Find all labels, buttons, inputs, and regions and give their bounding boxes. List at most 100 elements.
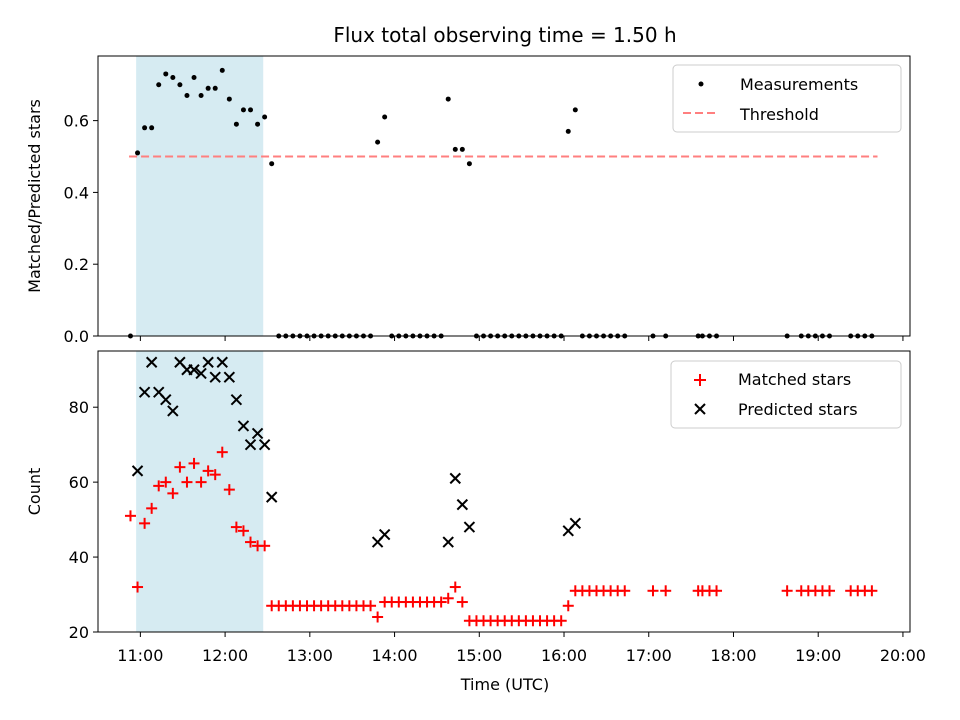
matched-point [562, 600, 574, 612]
measurement-point [226, 96, 232, 102]
y-tick-label: 40 [69, 548, 89, 567]
legend-predicted-label: Predicted stars [738, 400, 858, 419]
matched-point [132, 581, 144, 593]
matched-point [372, 611, 384, 623]
predicted-point [265, 491, 278, 503]
predicted-point [258, 438, 271, 451]
predicted-point [244, 438, 257, 451]
measurement-point [382, 114, 388, 120]
matched-point [555, 615, 567, 627]
measurement-point [219, 67, 225, 73]
measurement-point [142, 125, 148, 131]
matched-point [146, 502, 158, 514]
legend-threshold-label: Threshold [739, 105, 819, 124]
y-tick-label: 0.2 [64, 255, 89, 274]
predicted-point [251, 427, 264, 440]
measurement-point [212, 85, 218, 91]
x-tick-label: 16:00 [541, 646, 587, 665]
matched-point [188, 457, 200, 469]
shaded-interval [136, 56, 264, 336]
x-tick-label: 11:00 [117, 646, 163, 665]
measurement-point [177, 82, 183, 88]
y-tick-label: 80 [69, 398, 89, 417]
matched-point [174, 461, 186, 473]
legend-measurements-marker [698, 81, 704, 87]
legend-ratio: Measurements Threshold [672, 64, 902, 133]
matched-point [259, 540, 271, 552]
matched-point [456, 596, 468, 608]
matched-point [230, 521, 242, 533]
panel-counts: 20 40 60 80 11:00 12:00 13:00 14:00 15:00 16:00 17… [25, 350, 926, 665]
matched-point [824, 585, 836, 597]
matched-point [216, 446, 228, 458]
measurement-point [184, 92, 190, 98]
predicted-point [223, 371, 236, 383]
matched-point [139, 517, 151, 529]
measurement-point [269, 161, 275, 167]
x-tick-label: 18:00 [710, 646, 756, 665]
plot-frame [97, 350, 911, 633]
predicted-point [138, 386, 151, 398]
matched-point [781, 585, 793, 597]
predicted-point [145, 356, 158, 368]
x-tick-label: 13:00 [287, 646, 333, 665]
y-tick-label: 0.6 [64, 112, 89, 131]
predicted-point [456, 498, 469, 511]
matched-point [237, 525, 249, 537]
x-tick-label: 15:00 [456, 646, 502, 665]
measurement-point [572, 107, 578, 113]
measurement-point [248, 107, 254, 113]
figure-title: Flux total observing time = 1.50 h [333, 23, 676, 47]
predicted-point [569, 517, 582, 530]
measurement-point [459, 146, 465, 152]
measurement-point [149, 125, 155, 131]
matched-point [619, 585, 631, 597]
y-tick-label: 0.4 [64, 183, 89, 202]
legend-measurements-label: Measurements [740, 75, 858, 94]
matched-point [365, 600, 377, 612]
matched-point [223, 484, 235, 496]
matched-point [866, 585, 878, 597]
x-tick-label: 19:00 [795, 646, 841, 665]
predicted-point [230, 393, 243, 406]
predicted-point [442, 536, 454, 548]
predicted-point [160, 393, 172, 406]
predicted-point [202, 356, 214, 368]
measurement-point [445, 96, 451, 102]
matched-point [202, 465, 214, 477]
measurement-point [233, 121, 239, 127]
y-axis-label: Matched/Predicted stars [25, 99, 44, 293]
y-tick-label: 20 [69, 623, 89, 642]
measurement-point [170, 75, 176, 81]
matched-point [160, 476, 172, 488]
y-axis-label: Count [25, 468, 44, 516]
matched-point [245, 536, 257, 548]
predicted-point [209, 371, 221, 383]
shaded-interval [136, 351, 264, 632]
predicted-point [237, 420, 250, 432]
panel-ratio: 0.0 0.2 0.4 0.6 Matched/Predicted stars [25, 55, 911, 346]
matched-point [711, 585, 723, 597]
matched-point [209, 469, 221, 481]
matched-point [442, 592, 454, 604]
measurement-point [205, 85, 211, 91]
measurement-point [191, 75, 197, 81]
measurement-point [198, 92, 204, 98]
measurement-point [452, 146, 458, 152]
predicted-point [216, 356, 228, 368]
predicted-point [463, 521, 476, 533]
predicted-point [188, 364, 200, 376]
matched-point [167, 487, 179, 499]
legend-counts: Matched stars Predicted stars [670, 360, 902, 429]
legend-matched-marker [694, 374, 706, 386]
x-tick-label: 14:00 [372, 646, 418, 665]
matched-point [660, 585, 672, 597]
matched-point [153, 480, 165, 492]
measurement-point [156, 82, 162, 88]
predicted-point [167, 405, 179, 417]
measurement-point [163, 71, 169, 77]
matched-point [181, 476, 193, 488]
matched-point [124, 510, 136, 522]
measurement-point [375, 139, 381, 145]
predicted-point [195, 367, 207, 380]
